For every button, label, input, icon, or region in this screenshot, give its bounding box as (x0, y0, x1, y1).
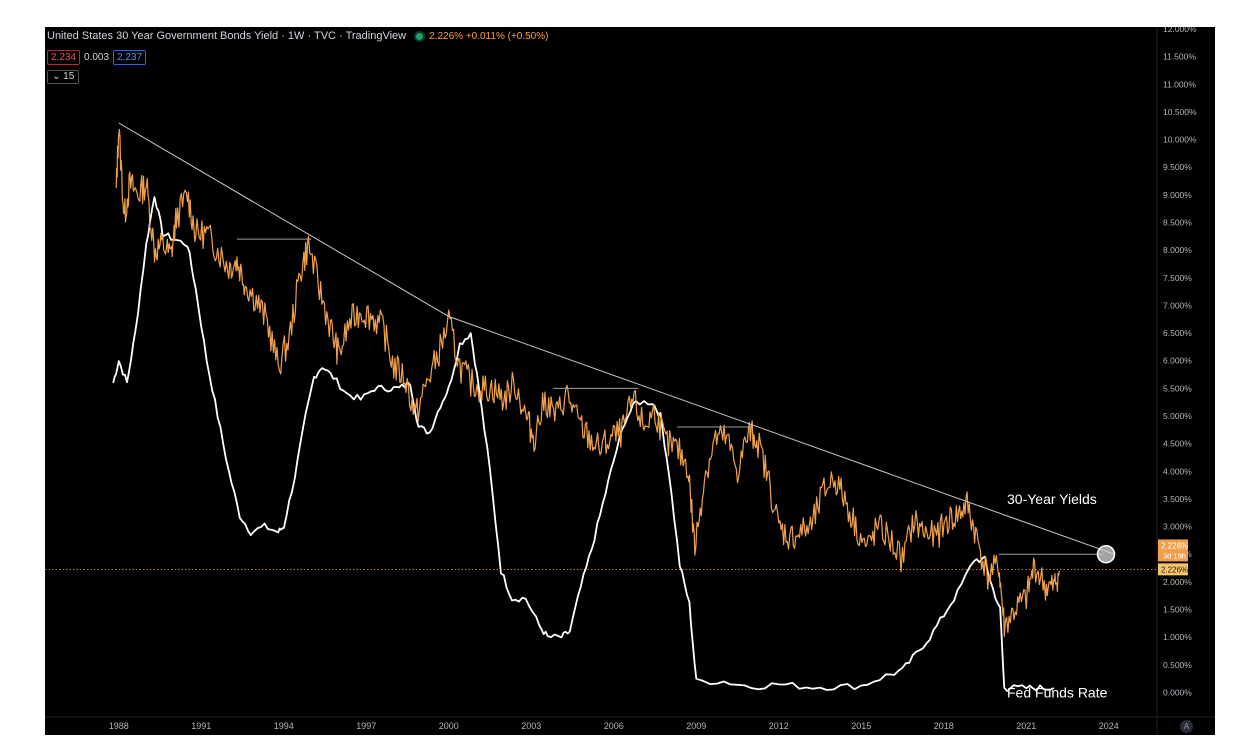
indicators-toggle[interactable]: ⌄ 15 (47, 70, 80, 84)
y-tick-label: 3.500% (1163, 494, 1192, 504)
y-tick-label: 4.000% (1163, 466, 1192, 476)
x-tick-label: 2012 (769, 721, 789, 731)
chart-frame: 0.000%0.500%1.000%1.500%2.000%2.500%3.00… (45, 27, 1215, 735)
y-tick-label: 8.000% (1163, 245, 1192, 255)
y-tick-label: 1.000% (1163, 632, 1192, 642)
price-label-countdown: 3d 19h (1163, 551, 1186, 560)
price-label-bg (1158, 539, 1188, 562)
y-tick-label: 1.500% (1163, 604, 1192, 614)
y-tick-label: 10.500% (1163, 107, 1197, 117)
x-tick-label: 2006 (604, 721, 624, 731)
y-tick-label: 3.000% (1163, 522, 1192, 532)
x-tick-label: 1991 (191, 721, 211, 731)
y-tick-label: 8.500% (1163, 217, 1192, 227)
y-tick-label: 7.500% (1163, 273, 1192, 283)
fed-funds-series-line (112, 196, 1055, 692)
chart-svg[interactable]: 0.000%0.500%1.000%1.500%2.000%2.500%3.00… (45, 27, 1215, 735)
y-tick-label: 9.500% (1163, 162, 1192, 172)
y-tick-label: 4.500% (1163, 439, 1192, 449)
x-tick-label: 2009 (686, 721, 706, 731)
x-tick-label: 2018 (934, 721, 954, 731)
bid-ask-panel: 2.234 0.003 2.237 (47, 50, 147, 65)
y-tick-label: 0.500% (1163, 660, 1192, 670)
x-tick-label: 2024 (1099, 721, 1119, 731)
x-tick-label: 2015 (851, 721, 871, 731)
y-tick-label: 12.000% (1163, 27, 1197, 34)
series-annotation: Fed Funds Rate (1007, 684, 1108, 700)
yields-series-line (115, 129, 1060, 637)
chevron-down-icon: ⌄ (52, 71, 61, 82)
highlight-circle (1096, 544, 1116, 564)
sell-price-button[interactable]: 2.234 (47, 50, 81, 65)
y-tick-label: 6.500% (1163, 328, 1192, 338)
x-tick-label: 2003 (521, 721, 541, 731)
price-label-text: 2.226% (1161, 565, 1188, 574)
spread-value: 0.003 (84, 52, 110, 63)
price-label-text: 2.226% (1161, 541, 1188, 550)
y-tick-label: 0.000% (1163, 687, 1192, 697)
y-tick-label: 11.500% (1163, 52, 1196, 62)
auto-scale-button[interactable]: A (1180, 720, 1193, 733)
chart-header: United States 30 Year Government Bonds Y… (47, 30, 548, 42)
buy-price-button[interactable]: 2.237 (113, 50, 147, 65)
x-tick-label: 1994 (274, 721, 294, 731)
price-quote: 2.226% +0.011% (+0.50%) (429, 30, 549, 42)
y-tick-label: 11.000% (1163, 79, 1196, 89)
downtrend-line (118, 122, 1115, 555)
indicators-count: 15 (63, 71, 75, 82)
x-tick-label: 2000 (439, 721, 459, 731)
y-tick-label: 5.000% (1163, 411, 1192, 421)
y-tick-label: 2.000% (1163, 577, 1192, 587)
y-tick-label: 5.500% (1163, 383, 1192, 393)
price-label-bg (1158, 563, 1188, 576)
y-tick-label: 9.000% (1163, 190, 1192, 200)
y-tick-label: 6.000% (1163, 356, 1192, 366)
x-tick-label: 1997 (356, 721, 376, 731)
market-status-icon (416, 32, 424, 40)
y-tick-label: 10.000% (1163, 135, 1197, 145)
series-annotation: 30-Year Yields (1007, 491, 1097, 507)
chart-title: United States 30 Year Government Bonds Y… (47, 30, 407, 42)
y-tick-label: 7.000% (1163, 300, 1192, 310)
x-tick-label: 2021 (1016, 721, 1036, 731)
x-tick-label: 1988 (109, 721, 129, 731)
